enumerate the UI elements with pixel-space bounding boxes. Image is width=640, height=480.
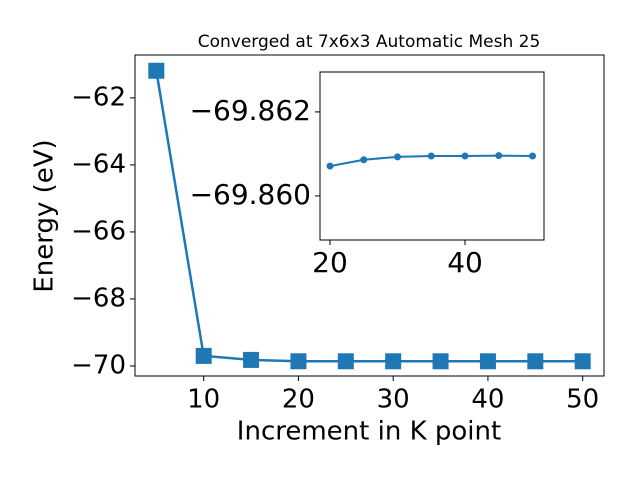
x-tick-label: 40 xyxy=(471,385,504,415)
x-axis-label: Increment in K point xyxy=(237,417,501,447)
chart-title: Converged at 7x6x3 Automatic Mesh 25 xyxy=(198,32,541,52)
x-tick-label: 20 xyxy=(282,385,315,415)
marker xyxy=(243,351,260,368)
x-tick-label: 10 xyxy=(187,385,220,415)
x-tick-label: 20 xyxy=(312,246,348,279)
marker xyxy=(360,156,368,164)
marker xyxy=(326,162,334,170)
marker xyxy=(148,62,165,79)
marker xyxy=(394,153,402,161)
series-line xyxy=(155,70,583,363)
marker xyxy=(427,152,435,160)
y-tick-label: −69.862 xyxy=(190,94,311,127)
marker xyxy=(290,353,307,370)
marker xyxy=(461,152,469,160)
marker xyxy=(529,152,537,160)
marker xyxy=(479,353,496,370)
x-tick-label: 50 xyxy=(566,385,599,415)
marker xyxy=(432,353,449,370)
marker xyxy=(574,353,591,370)
marker xyxy=(527,353,544,370)
marker xyxy=(495,152,503,160)
y-tick-label: −69.860 xyxy=(190,178,311,211)
x-tick-label: 40 xyxy=(447,246,483,279)
y-tick-label: −62 xyxy=(71,82,126,112)
marker xyxy=(337,353,354,370)
y-tick-label: −68 xyxy=(71,283,126,313)
y-tick-label: −66 xyxy=(71,216,126,246)
x-tick-label: 30 xyxy=(377,385,410,415)
y-tick-label: −70 xyxy=(71,350,126,380)
marker xyxy=(195,347,212,364)
y-axis-label: Energy (eV) xyxy=(30,139,60,292)
y-tick-label: −64 xyxy=(71,149,126,179)
marker xyxy=(385,353,402,370)
